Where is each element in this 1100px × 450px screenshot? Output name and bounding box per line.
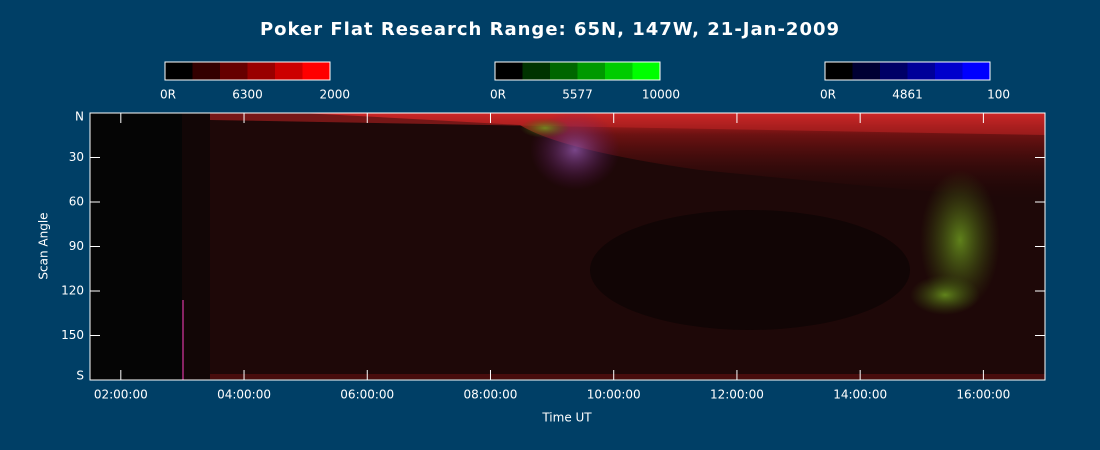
y-tick-label: 60	[69, 195, 84, 209]
y-tick-label: 150	[61, 328, 84, 342]
colorbar-swatch	[522, 62, 550, 80]
colorbar-swatch	[605, 62, 633, 80]
x-tick-label: 10:00:00	[587, 388, 641, 402]
colorbar-swatch	[935, 62, 963, 80]
colorbar-label: 100	[987, 88, 1010, 102]
colorbar-frame	[494, 61, 661, 81]
colorbar-swatch	[165, 62, 193, 80]
x-tick-label: 16:00:00	[956, 388, 1010, 402]
colorbar-swatch	[302, 62, 330, 80]
colorbar-label: 10000	[642, 88, 680, 102]
colorbar-swatch	[550, 62, 578, 80]
x-tick-label: 12:00:00	[710, 388, 764, 402]
y-tick-label: 30	[69, 150, 84, 164]
chart-title: Poker Flat Research Range: 65N, 147W, 21…	[260, 19, 840, 40]
colorbar-label: 2000	[319, 88, 350, 102]
colorbar-frame	[824, 61, 991, 81]
colorbar-label: 5577	[562, 88, 593, 102]
colorbar-swatch	[962, 62, 990, 80]
keogram-image	[90, 110, 1045, 380]
colorbar-swatch	[852, 62, 880, 80]
colorbars: 0R 6300 2000 0R 5577 10000 0R 4861 100	[160, 61, 1010, 102]
x-tick-label: 14:00:00	[833, 388, 887, 402]
colorbar-label: 0R	[490, 88, 506, 102]
colorbar-swatch	[907, 62, 935, 80]
x-tick-label: 04:00:00	[217, 388, 271, 402]
y-tick-label: S	[76, 369, 84, 383]
colorbar-label: 0R	[820, 88, 836, 102]
x-tick-label: 06:00:00	[340, 388, 394, 402]
colorbar-label: 4861	[892, 88, 923, 102]
axes: 02:00:00 04:00:00 06:00:00 08:00:00 10:00:00…	[61, 110, 1045, 402]
colorbar-label: 0R	[160, 88, 176, 102]
y-tick-label: 90	[69, 239, 84, 253]
colorbar-swatch	[495, 62, 523, 80]
y-axis-label: Scan Angle	[37, 212, 51, 279]
colorbar-swatch	[880, 62, 908, 80]
colorbar-frame	[164, 61, 331, 81]
colorbar-swatch	[577, 62, 605, 80]
colorbar-swatch	[275, 62, 303, 80]
x-tick-label: 02:00:00	[94, 388, 148, 402]
colorbar-swatch	[192, 62, 220, 80]
x-axis-label: Time UT	[541, 411, 592, 425]
colorbar-swatch	[247, 62, 275, 80]
colorbar-label: 6300	[232, 88, 263, 102]
y-tick-label: 120	[61, 284, 84, 298]
colorbar-swatch	[825, 62, 853, 80]
x-tick-label: 08:00:00	[464, 388, 518, 402]
colorbar-swatch	[220, 62, 248, 80]
colorbar-swatch	[632, 62, 660, 80]
y-tick-label: N	[75, 110, 84, 124]
